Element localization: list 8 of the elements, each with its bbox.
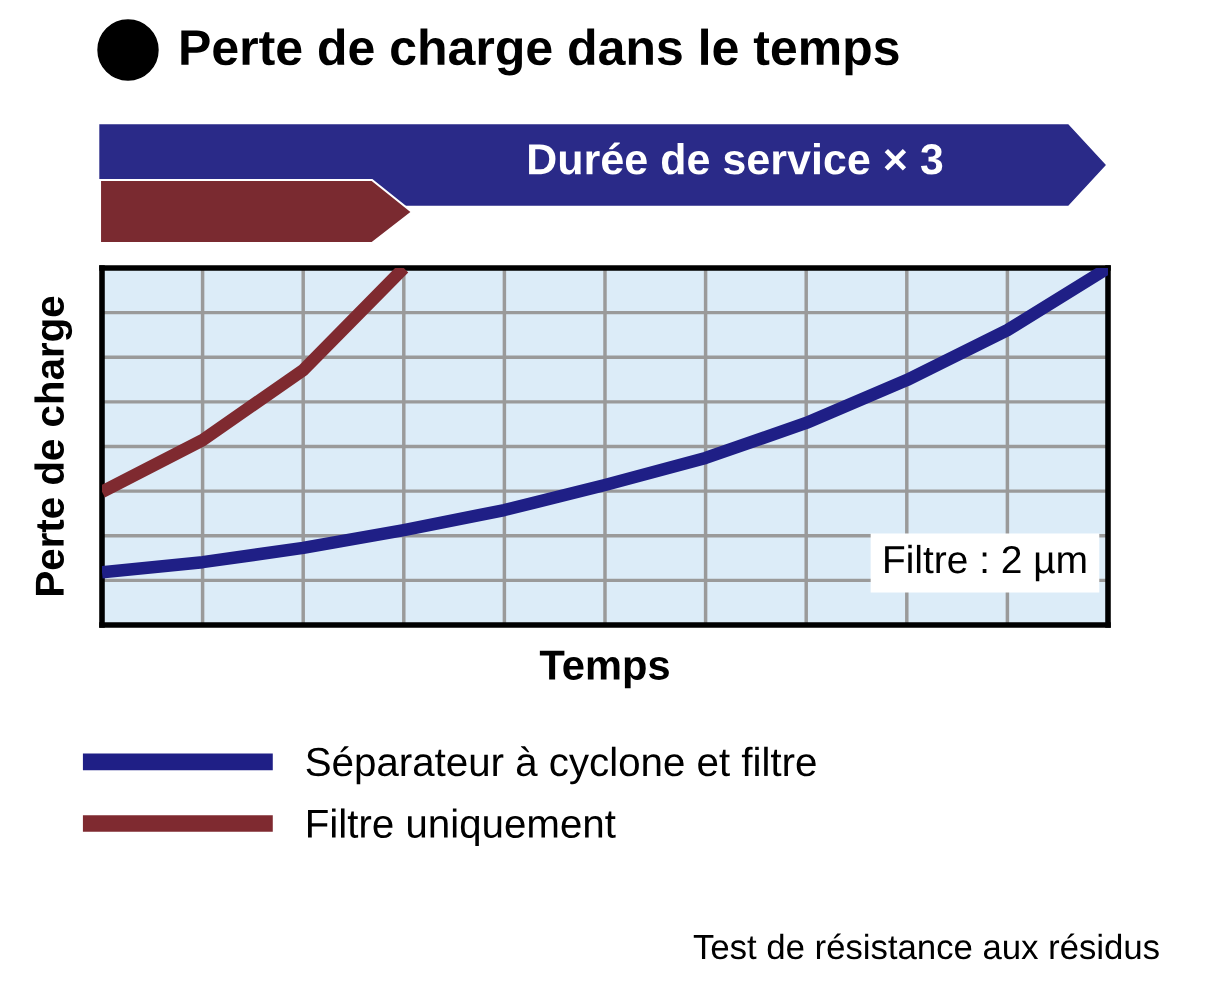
x-axis-title: Temps: [539, 650, 669, 689]
legend-label: Séparateur à cyclone et filtre: [306, 746, 816, 785]
y-axis-title: Perte de charge: [34, 296, 73, 595]
chart-title: Perte de charge dans le temps: [181, 28, 899, 76]
text: Durée de service × 3: [529, 142, 943, 175]
text: Test de résistance aux résidus: [693, 933, 1159, 960]
annotation: Filtre : 2 µm: [885, 544, 1086, 582]
legend-label: Filtre uniquement: [308, 808, 616, 846]
